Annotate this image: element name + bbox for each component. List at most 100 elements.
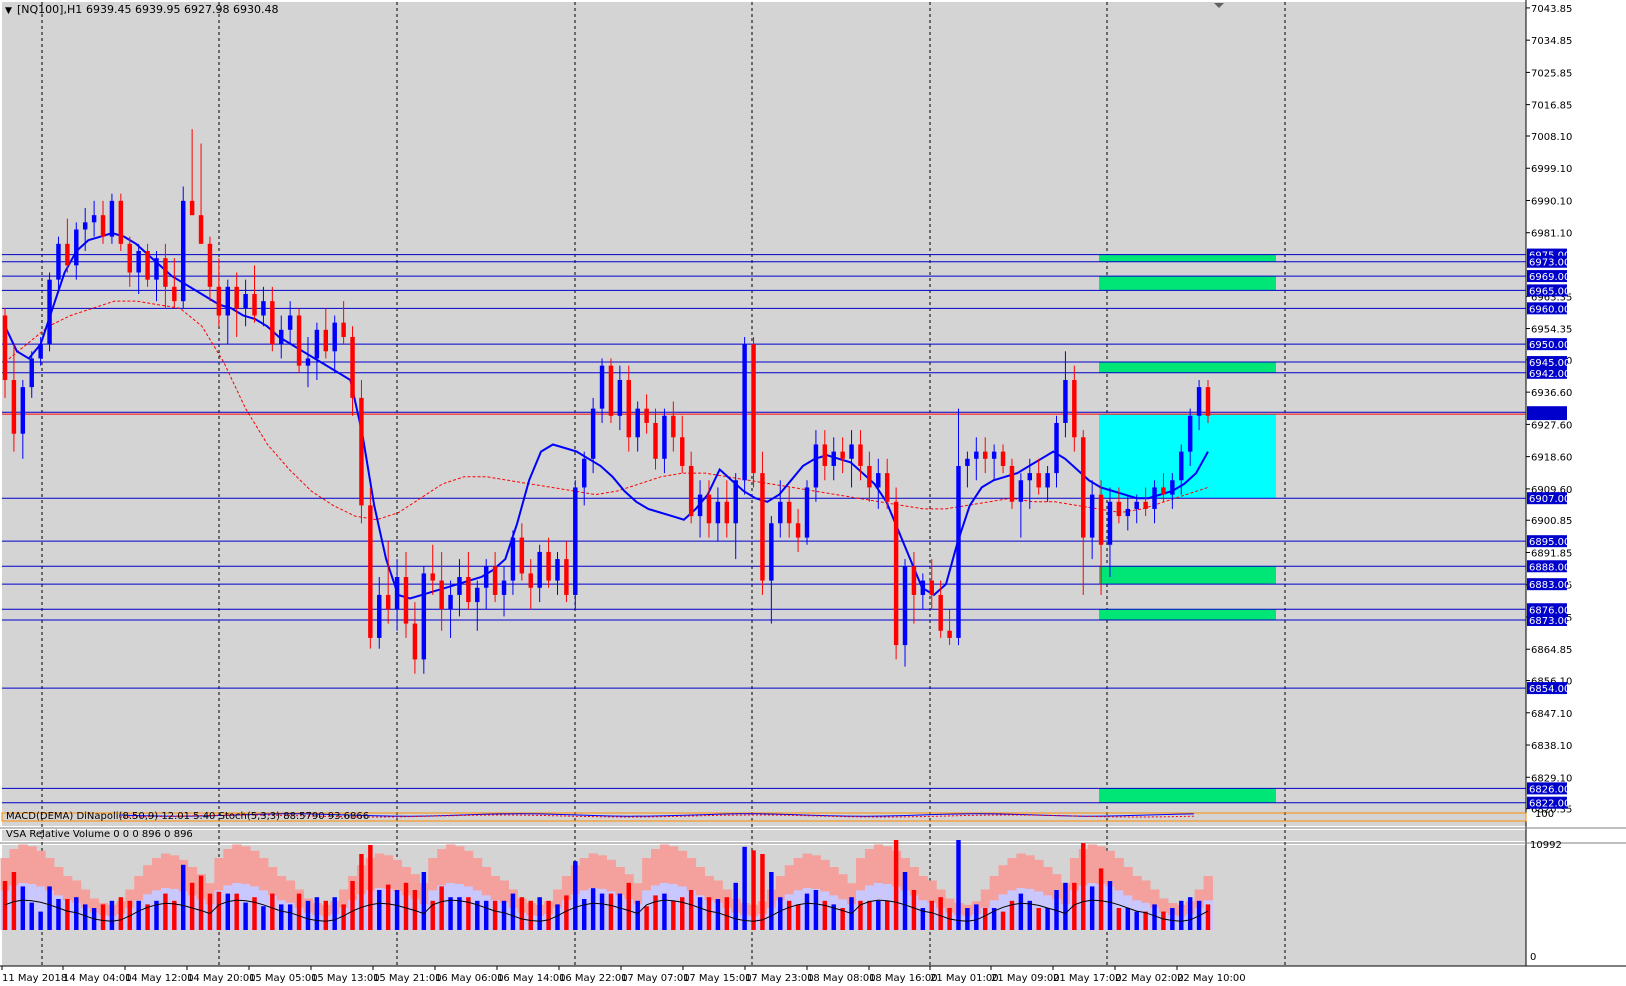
candle-body [1205, 387, 1211, 416]
candle [804, 480, 810, 545]
candle-body [1054, 422, 1059, 474]
candle-body [1081, 437, 1086, 538]
candle-body [688, 465, 694, 517]
vsa-volume-bar [287, 904, 293, 930]
level-label-text: 6873.00 [1529, 616, 1570, 627]
candle [786, 487, 792, 538]
candle-body [902, 566, 908, 646]
candle-body [528, 573, 533, 588]
vsa-volume-bar [635, 900, 640, 930]
vsa-volume-bar [1116, 908, 1122, 930]
vsa-volume-bar [457, 897, 462, 930]
vsa-volume-bar [1045, 908, 1050, 930]
chart-shift-marker-icon[interactable] [1214, 3, 1224, 8]
candle-body [590, 408, 596, 459]
candle-body [439, 580, 444, 610]
level-label-background [1527, 270, 1567, 283]
candle [403, 551, 409, 638]
candle-body [884, 473, 890, 502]
candle [617, 365, 623, 431]
vsa-volume-bar [38, 911, 43, 930]
candle [626, 365, 632, 452]
vsa-volume-bar [207, 893, 213, 930]
candle-body [243, 293, 248, 309]
candle-body [29, 358, 34, 388]
candle [154, 250, 159, 302]
candle [314, 322, 320, 380]
candle-body [626, 379, 632, 438]
candle-body [635, 408, 640, 438]
time-tick-label: 16 May 06:00 [435, 973, 504, 984]
candle [653, 408, 658, 470]
vsa-volume-bar [314, 897, 320, 930]
candle [1134, 494, 1139, 524]
vsa-volume-bar [715, 899, 721, 930]
candle [974, 437, 979, 481]
candle-body [813, 444, 819, 488]
vsa-volume-bar [813, 890, 819, 930]
candle [207, 236, 213, 302]
vsa-volume-bar [1205, 904, 1211, 930]
vsa-volume-bar [47, 886, 52, 930]
level-price-label: 6945.00 [1527, 356, 1570, 369]
vsa-volume-bar [332, 897, 337, 930]
candle-body [599, 365, 605, 409]
time-tick-label: 17 May 07:00 [621, 973, 690, 984]
candle [867, 451, 872, 502]
candle-body [822, 444, 828, 466]
candle [1009, 458, 1015, 509]
green-zone [1099, 788, 1276, 803]
vsa-volume-bar [154, 900, 159, 930]
candle-body [573, 487, 578, 595]
candle [38, 336, 43, 366]
vsa-volume-bar [136, 900, 141, 930]
candle [831, 437, 836, 481]
vsa-volume-bar [1107, 881, 1113, 930]
vsa-volume-bar [1143, 911, 1148, 930]
vsa-scale-top: 10992 [1530, 840, 1562, 851]
candle [198, 143, 204, 244]
candle-body [1036, 473, 1041, 488]
candle [858, 430, 863, 481]
vsa-volume-bar [965, 908, 970, 930]
candle [564, 541, 569, 603]
candle [546, 537, 551, 588]
candle [1036, 458, 1041, 495]
vsa-volume-bar [341, 904, 346, 930]
candle [1196, 379, 1202, 431]
vsa-volume-bar [626, 882, 632, 930]
vsa-volume-bar [760, 854, 765, 930]
candle-body [1045, 473, 1050, 488]
candle-body [1009, 465, 1015, 502]
candle-body [483, 566, 489, 588]
price-tick-label: 6927.60 [1531, 420, 1572, 431]
candle [20, 379, 26, 459]
candle-body [377, 594, 382, 638]
candle [225, 279, 231, 345]
level-price-label: 6965.00 [1527, 284, 1570, 297]
candle [145, 243, 150, 287]
price-tick-label: 6990.10 [1531, 196, 1572, 207]
candle [350, 326, 355, 416]
slow-ma-line [4, 300, 1209, 521]
candle-body [466, 577, 471, 603]
candle-body [1161, 487, 1166, 495]
price-tick-label: 7025.85 [1531, 68, 1572, 79]
candle [412, 602, 418, 674]
candle-body [804, 487, 810, 538]
vsa-volume-bar [751, 850, 756, 930]
vsa-volume-bar [573, 861, 578, 930]
vsa-volume-bar [956, 840, 961, 930]
vsa-volume-bar [323, 900, 329, 930]
candles [2, 129, 1211, 674]
vsa-volume-bar [501, 900, 507, 930]
candle [813, 430, 819, 502]
vsa-volume-bar [528, 900, 533, 930]
price-tick-label: 6820.35 [1531, 805, 1572, 816]
candle [795, 508, 801, 552]
candle-body [359, 397, 364, 506]
vsa-volume-bar [920, 908, 926, 930]
vsa-volume-bar [608, 893, 614, 930]
triangle-down-icon[interactable]: ▼ [5, 6, 12, 16]
